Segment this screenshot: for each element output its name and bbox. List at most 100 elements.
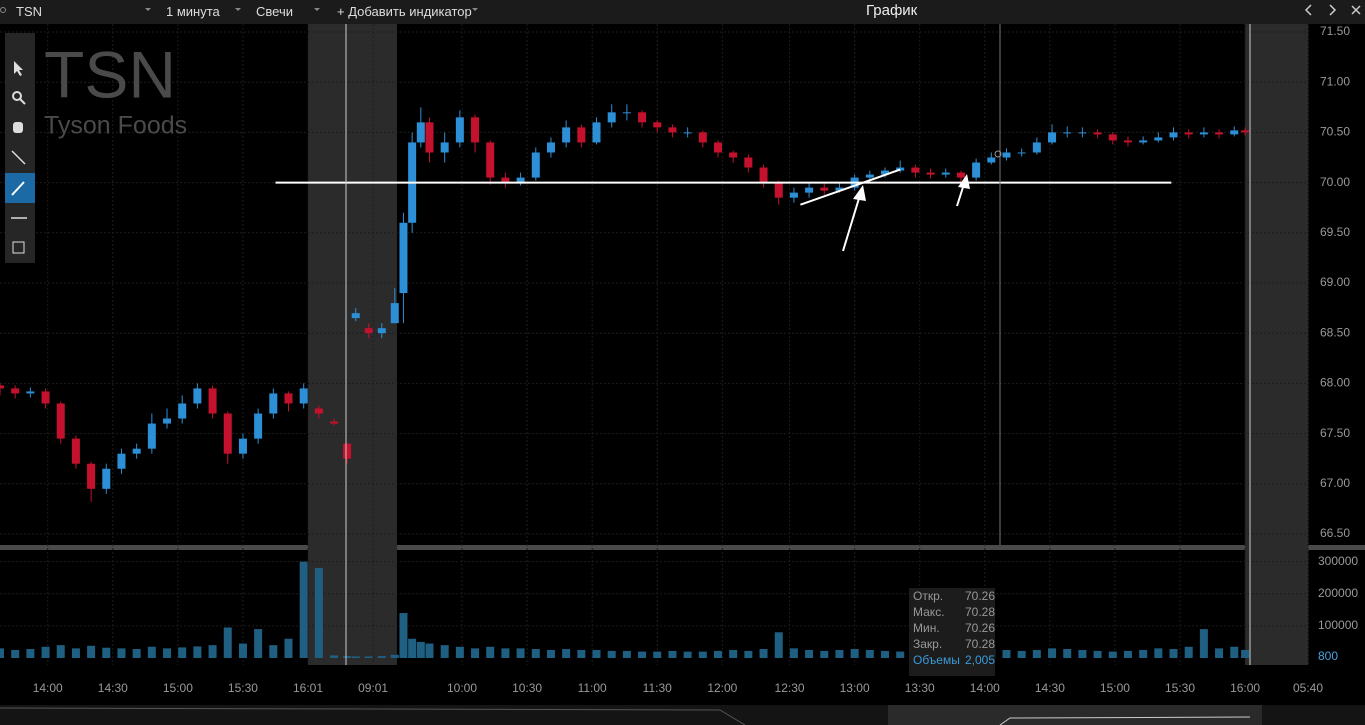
volume-bar (1032, 649, 1041, 658)
volume-bar (486, 646, 495, 658)
candle-body (774, 182, 783, 198)
candle-body (1123, 140, 1132, 143)
info-label: Откр. (913, 589, 944, 603)
dropdown-arrows[interactable] (145, 8, 478, 11)
volume-bar (1093, 650, 1102, 658)
add-indicator[interactable]: + Добавить индикатор (337, 4, 472, 19)
candle-body (223, 413, 232, 454)
tool-zoom (19, 98, 26, 105)
x-tick-label: 09:01 (358, 681, 388, 695)
candle-body (668, 127, 677, 133)
candle-body (789, 192, 798, 198)
candle-body (1078, 132, 1087, 134)
volume-bar (713, 650, 722, 658)
x-tick-label: 05:40 (1293, 681, 1323, 695)
candle-body (26, 391, 35, 394)
x-tick-label: 16:01 (293, 681, 323, 695)
volume-bar (759, 649, 768, 658)
info-row: Макс. 70.28 (909, 604, 995, 620)
candle-body (1093, 132, 1102, 135)
volume-bar (416, 641, 425, 658)
chart-style[interactable]: Свечи (256, 4, 293, 19)
interval[interactable]: 1 минута (166, 4, 220, 19)
volume-bar (729, 649, 738, 658)
candle-body (622, 112, 631, 114)
volume-bar (1139, 649, 1148, 658)
y-tick-label: 67.50 (1320, 426, 1350, 440)
volume-bar (1048, 648, 1057, 658)
volume-bar (208, 645, 217, 658)
volume-bar (364, 656, 373, 658)
y-tick-label: 71.50 (1320, 24, 1350, 38)
volume-bar (1241, 649, 1250, 658)
candle-body (377, 328, 386, 334)
volume-bar (102, 647, 111, 658)
volume-tick-label: 200000 (1318, 586, 1358, 600)
volume-bar (1002, 649, 1011, 658)
volume-bar (531, 649, 540, 658)
volume-bar (399, 613, 408, 658)
info-value: 2,005 (965, 653, 996, 667)
symbol[interactable]: TSN (16, 4, 42, 19)
close-button[interactable] (1351, 5, 1361, 15)
volume-bar (607, 650, 616, 658)
volume-bar (471, 648, 480, 658)
volume-bar (774, 632, 783, 658)
info-value: 70.26 (965, 621, 996, 635)
volume-tick-label: 100000 (1318, 618, 1358, 632)
arrow (842, 194, 861, 252)
forward-button[interactable] (1329, 4, 1337, 16)
x-tick-label: 15:00 (163, 681, 193, 695)
candle-body (416, 122, 425, 143)
volume-bar (87, 645, 96, 658)
volume-bar (820, 650, 829, 658)
y-tick-label: 66.50 (1320, 526, 1350, 540)
top-bar: TSN 1 минута Свечи + Добавить индикатор … (0, 0, 1365, 24)
tool-zoom (12, 91, 22, 101)
candle-body (440, 142, 449, 153)
tool-line (11, 150, 26, 165)
volume-bar (501, 648, 510, 658)
candle-body (455, 117, 464, 143)
x-tick-label: 13:00 (840, 681, 870, 695)
navigator-line (999, 716, 1251, 725)
volume-bar (440, 645, 449, 658)
y-tick-label: 70.50 (1320, 125, 1350, 139)
volume-bar (577, 649, 586, 658)
candle-body (163, 418, 172, 424)
volume-bar (698, 651, 707, 658)
candle-body (1215, 132, 1224, 135)
candle-body (132, 448, 141, 454)
arrow-head (853, 185, 866, 201)
watermark-company: Tyson Foods (44, 112, 187, 140)
arrow-head (958, 174, 970, 189)
volume-bar (850, 649, 859, 658)
candle-body (562, 127, 571, 143)
candle-body (87, 463, 96, 489)
volume-bar (622, 650, 631, 658)
volume-bar (147, 646, 156, 658)
volume-bar (668, 650, 677, 658)
volume-bar (56, 645, 65, 658)
volume-bar (1017, 650, 1026, 658)
y-tick-label: 68.50 (1320, 325, 1350, 339)
candle-body (1199, 132, 1208, 135)
candle-body (653, 122, 662, 128)
candle-body (299, 388, 308, 404)
candle-body (683, 132, 692, 134)
candle-body (238, 438, 247, 454)
back-button[interactable] (1304, 4, 1312, 16)
y-tick-label: 71.00 (1320, 74, 1350, 88)
volume-bar (193, 646, 202, 658)
volume-bar (653, 651, 662, 658)
info-panel: Откр. 70.26 Макс. 70.28 Мин. 70.26 Закр. 70.28 О… (909, 588, 995, 676)
volume-bar (516, 648, 525, 658)
volume-bar (1078, 649, 1087, 658)
volume-bar (1199, 629, 1208, 658)
volume-bar (254, 629, 263, 658)
x-tick-label: 12:00 (707, 681, 737, 695)
volume-bar (835, 649, 844, 658)
x-tick-label: 15:30 (228, 681, 258, 695)
x-tick-label: 13:30 (905, 681, 935, 695)
candle-body (1032, 142, 1041, 153)
